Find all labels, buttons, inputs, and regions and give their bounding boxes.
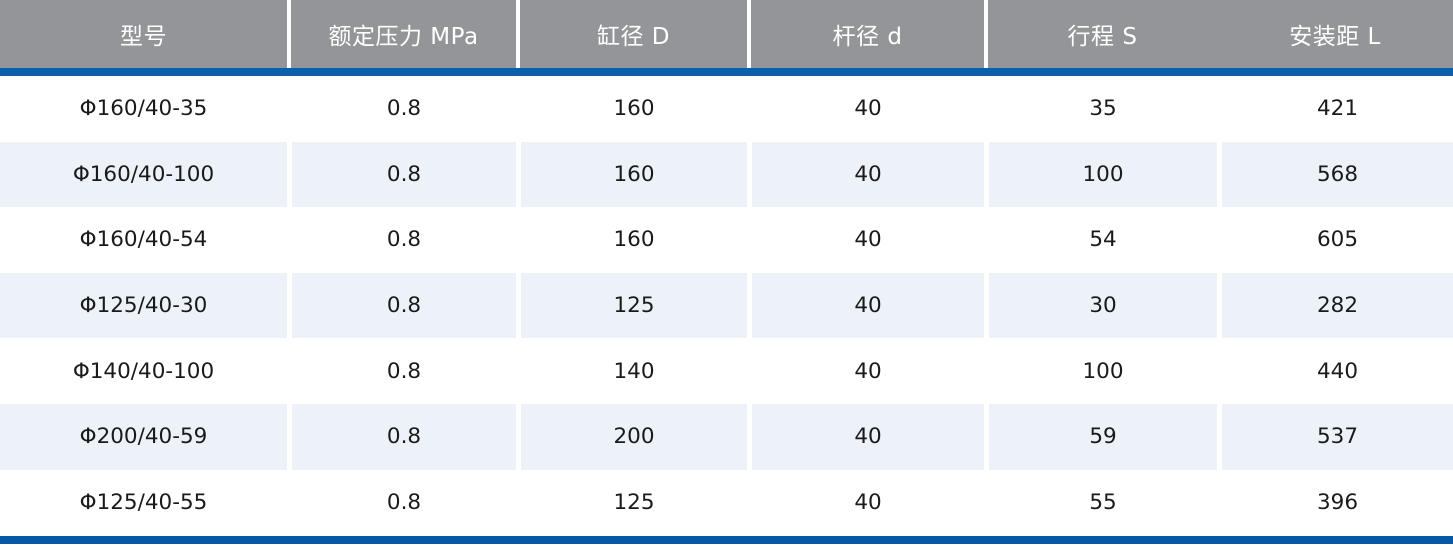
cell-mounting-distance: 568 [1217,141,1453,208]
footer-accent-bar [0,535,1453,544]
cell-mounting-distance: 440 [1217,338,1453,404]
cell-rated-pressure: 0.8 [287,141,516,208]
cell-stroke: 100 [984,338,1217,404]
cell-rod-diameter: 40 [747,207,984,273]
cell-bore-diameter: 160 [516,207,747,273]
header-cell-model: 型号 [0,0,287,68]
header-cell-stroke: 行程 S [984,0,1217,68]
cell-bore-diameter: 125 [516,272,747,339]
cell-stroke: 35 [984,76,1217,142]
cell-rated-pressure: 0.8 [287,207,516,273]
table-row: Φ160/40-35 0.8 160 40 35 421 [0,76,1453,142]
cell-rod-diameter: 40 [747,141,984,208]
header-cell-rated-pressure: 额定压力 MPa [287,0,516,68]
cell-bore-diameter: 140 [516,338,747,404]
cell-mounting-distance: 282 [1217,272,1453,339]
cell-rod-diameter: 40 [747,338,984,404]
cell-mounting-distance: 605 [1217,207,1453,273]
table-header-row: 型号 额定压力 MPa 缸径 D 杆径 d 行程 S 安装距 L [0,0,1453,68]
cell-rated-pressure: 0.8 [287,76,516,142]
cell-bore-diameter: 160 [516,141,747,208]
cell-model: Φ160/40-35 [0,76,287,142]
cell-stroke: 30 [984,272,1217,339]
cell-stroke: 55 [984,469,1217,536]
cell-stroke: 59 [984,403,1217,470]
table-row: Φ160/40-100 0.8 160 40 100 568 [0,141,1453,208]
cell-model: Φ160/40-54 [0,207,287,273]
table-row: Φ140/40-100 0.8 140 40 100 440 [0,338,1453,404]
cell-stroke: 100 [984,141,1217,208]
cell-mounting-distance: 396 [1217,469,1453,536]
table-row: Φ125/40-55 0.8 125 40 55 396 [0,469,1453,536]
cell-rated-pressure: 0.8 [287,469,516,536]
header-cell-mounting-distance: 安装距 L [1217,0,1453,68]
cell-model: Φ125/40-30 [0,272,287,339]
cell-rated-pressure: 0.8 [287,272,516,339]
cell-bore-diameter: 160 [516,76,747,142]
cell-rated-pressure: 0.8 [287,338,516,404]
cell-rod-diameter: 40 [747,469,984,536]
cell-model: Φ200/40-59 [0,403,287,470]
header-cell-rod-diameter: 杆径 d [747,0,984,68]
cell-rod-diameter: 40 [747,403,984,470]
table-row: Φ200/40-59 0.8 200 40 59 537 [0,403,1453,470]
cell-model: Φ160/40-100 [0,141,287,208]
cell-bore-diameter: 125 [516,469,747,536]
cell-rod-diameter: 40 [747,272,984,339]
cell-mounting-distance: 421 [1217,76,1453,142]
cell-bore-diameter: 200 [516,403,747,470]
header-cell-bore-diameter: 缸径 D [516,0,747,68]
cell-mounting-distance: 537 [1217,403,1453,470]
cell-model: Φ125/40-55 [0,469,287,536]
cell-stroke: 54 [984,207,1217,273]
table-row: Φ125/40-30 0.8 125 40 30 282 [0,272,1453,339]
cell-rod-diameter: 40 [747,76,984,142]
header-accent-bar [0,68,1453,76]
table-row: Φ160/40-54 0.8 160 40 54 605 [0,207,1453,273]
cell-rated-pressure: 0.8 [287,403,516,470]
cell-model: Φ140/40-100 [0,338,287,404]
